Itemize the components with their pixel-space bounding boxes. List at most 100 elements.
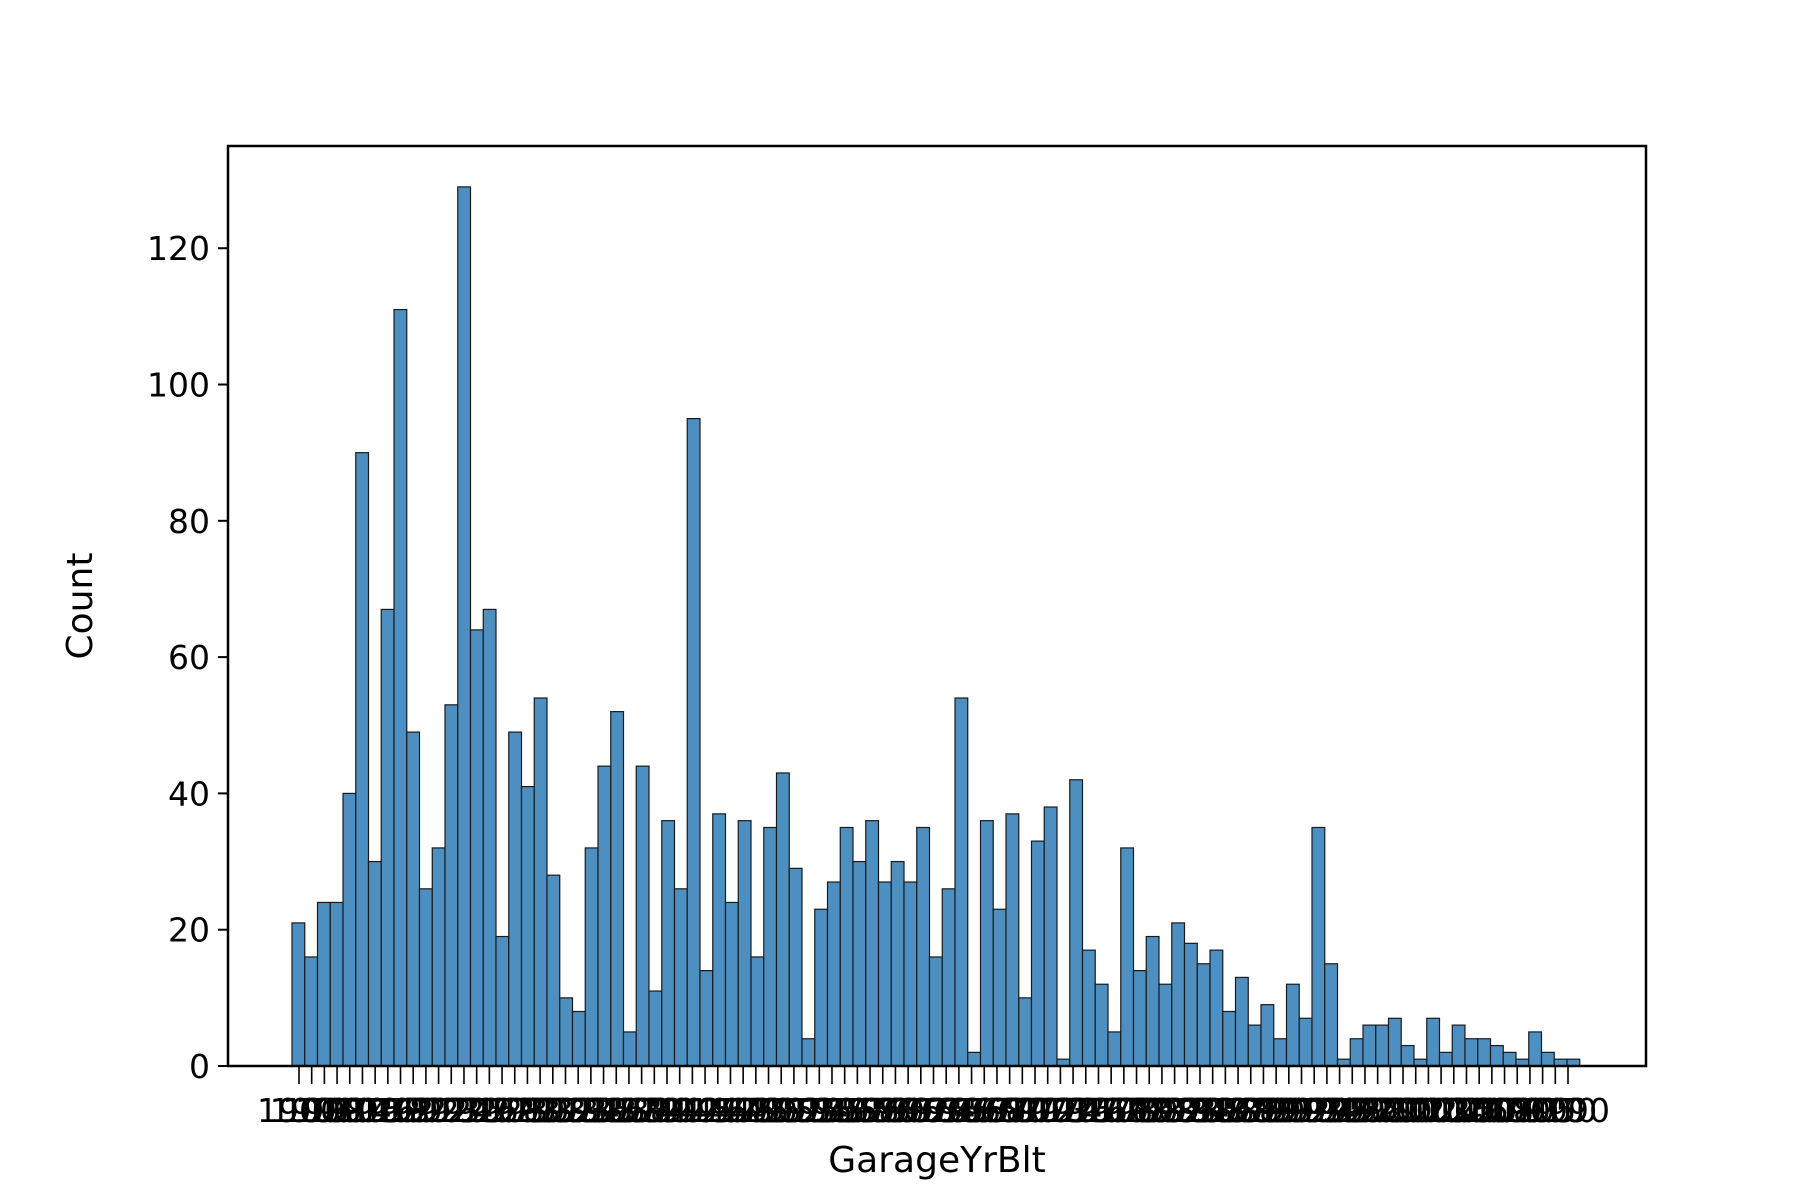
histogram-bar xyxy=(1528,1031,1543,1067)
histogram-bar xyxy=(839,826,854,1067)
histogram-bar xyxy=(788,867,803,1067)
x-tick-label: 2003 xyxy=(1386,1091,1470,1130)
x-tick-label: 1967 xyxy=(930,1091,1014,1130)
histogram-bar xyxy=(737,820,752,1067)
histogram-bar xyxy=(954,697,969,1067)
histogram-bar xyxy=(1464,1038,1479,1067)
x-tick-label: 1968 xyxy=(942,1091,1026,1130)
x-tick-label: 1934 xyxy=(536,1091,620,1130)
y-tick-label: 120 xyxy=(147,229,210,268)
x-tick-label: 1916 xyxy=(333,1091,417,1130)
x-tick-label: 1908 xyxy=(282,1091,366,1130)
x-tick-label: 1994 xyxy=(1272,1091,1356,1130)
histogram-bar xyxy=(1171,922,1186,1067)
histogram-bar xyxy=(1362,1024,1377,1067)
histogram-bar xyxy=(1209,949,1224,1067)
x-tick-label: 1984 xyxy=(1145,1091,1229,1130)
histogram-bar xyxy=(418,888,433,1067)
y-tick-label: 20 xyxy=(168,911,210,950)
histogram-bar xyxy=(393,308,408,1067)
histogram-bar xyxy=(1005,813,1020,1067)
histogram-bar xyxy=(291,922,306,1067)
x-axis-label: GarageYrBlt xyxy=(828,1140,1045,1181)
histogram-bar xyxy=(622,1031,637,1067)
x-tick-label: 1906 xyxy=(270,1091,354,1130)
histogram-bar xyxy=(1451,1024,1466,1067)
histogram-bar xyxy=(775,772,790,1067)
x-tick-label: 1953 xyxy=(752,1091,836,1130)
histogram-bar xyxy=(648,990,663,1067)
histogram-bar xyxy=(1030,840,1045,1067)
x-tick-label: 1957 xyxy=(803,1091,887,1130)
histogram-bar xyxy=(431,847,446,1067)
x-tick-label: 1959 xyxy=(828,1091,912,1130)
x-tick-label: 1996 xyxy=(1298,1091,1382,1130)
histogram-bar xyxy=(1222,1010,1237,1067)
x-tick-label: 1939 xyxy=(600,1091,684,1130)
x-tick-label: 1956 xyxy=(790,1091,874,1130)
x-tick-label: 1997 xyxy=(1310,1091,1394,1130)
histogram-bar xyxy=(1183,942,1198,1067)
x-tick-label: 1922 xyxy=(384,1091,468,1130)
histogram-bar xyxy=(1120,847,1135,1067)
x-tick-label: 1976 xyxy=(1044,1091,1128,1130)
x-tick-label: 1933 xyxy=(523,1091,607,1130)
histogram-bar xyxy=(571,1010,586,1067)
histogram-bar xyxy=(928,956,943,1067)
histogram-bar xyxy=(712,813,727,1067)
histogram-bar xyxy=(380,608,395,1067)
bars-group xyxy=(291,186,1581,1067)
x-tick-label: 1974 xyxy=(1018,1091,1102,1130)
histogram-bar xyxy=(877,881,892,1067)
histogram-bar xyxy=(355,452,370,1067)
x-tick-label: 1954 xyxy=(765,1091,849,1130)
x-tick-label: 1942 xyxy=(638,1091,722,1130)
x-tick-label: 1986 xyxy=(1171,1091,1255,1130)
histogram-bar xyxy=(1375,1024,1390,1067)
histogram-bar xyxy=(1247,1024,1262,1067)
histogram-bar xyxy=(1298,1017,1313,1067)
x-tick-label: 2000 xyxy=(1348,1091,1432,1130)
x-tick-label: 1950 xyxy=(714,1091,798,1130)
x-tick-label: 1926 xyxy=(435,1091,519,1130)
x-tick-label: 1975 xyxy=(1031,1091,1115,1130)
x-tick-label: 1970 xyxy=(968,1091,1052,1130)
histogram-bar xyxy=(852,860,867,1067)
x-tick-label: 1990 xyxy=(1526,1091,1610,1130)
x-tick-label: 1966 xyxy=(917,1091,1001,1130)
x-tick-label: 2002 xyxy=(1374,1091,1458,1130)
histogram-bar xyxy=(533,697,548,1067)
x-tick-label: 1936 xyxy=(562,1091,646,1130)
x-tick-label: 1982 xyxy=(1120,1091,1204,1130)
histogram-bar xyxy=(686,417,701,1067)
histogram-bar xyxy=(597,765,612,1067)
x-tick-label: 1910 xyxy=(295,1091,379,1130)
x-tick-label: 1958 xyxy=(815,1091,899,1130)
x-tick-label: 1918 xyxy=(346,1091,430,1130)
x-tick-label: 1946 xyxy=(663,1091,747,1130)
histogram-bar xyxy=(750,956,765,1067)
x-tick-label: 1981 xyxy=(1107,1091,1191,1130)
x-tick-label: 1973 xyxy=(1006,1091,1090,1130)
histogram-bar xyxy=(495,935,510,1067)
x-tick-label: 1928 xyxy=(460,1091,544,1130)
x-tick-label: 1960 xyxy=(841,1091,925,1130)
histogram-bar xyxy=(1081,949,1096,1067)
x-tick-label: 1999 xyxy=(1336,1091,1420,1130)
x-tick-label: 1983 xyxy=(1133,1091,1217,1130)
histogram-bar xyxy=(1477,1038,1492,1067)
histogram-bar xyxy=(304,956,319,1067)
x-tick-label: 1992 xyxy=(1247,1091,1331,1130)
histogram-bar xyxy=(763,826,778,1067)
x-tick-label: 1978 xyxy=(1069,1091,1153,1130)
histogram-bar xyxy=(1132,969,1147,1067)
x-tick-label: 1961 xyxy=(853,1091,937,1130)
histogram-bar xyxy=(724,901,739,1067)
x-tick-label: 1930 xyxy=(485,1091,569,1130)
histogram-bar xyxy=(661,820,676,1067)
x-tick-label: 1972 xyxy=(993,1091,1077,1130)
histogram-bar xyxy=(673,888,688,1067)
x-tick-label: 1938 xyxy=(587,1091,671,1130)
x-tick-label: 1962 xyxy=(866,1091,950,1130)
histogram-bar xyxy=(1158,983,1173,1067)
